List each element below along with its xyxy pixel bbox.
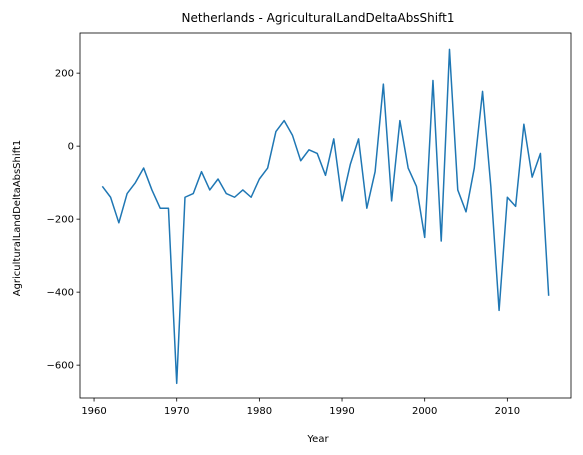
- x-axis: 1960 1970 1980 1990 2000 2010: [81, 398, 520, 417]
- series-line: [101, 48, 550, 385]
- x-tick-label: 1960: [81, 406, 106, 417]
- plot-frame: [79, 32, 572, 399]
- chart-title: Netherlands - AgriculturalLandDeltaAbsSh…: [182, 11, 455, 25]
- x-tick-label: 2010: [495, 406, 520, 417]
- x-axis-label: Year: [306, 434, 329, 445]
- y-tick-label: 200: [55, 69, 74, 80]
- x-tick-label: 1980: [247, 406, 272, 417]
- plot-area: [79, 32, 572, 399]
- y-tick-label: 0: [68, 142, 74, 153]
- y-tick-label: −400: [47, 288, 74, 299]
- y-tick-label: −200: [47, 215, 74, 226]
- y-axis: −600 −400 −200 0 200: [47, 69, 80, 372]
- x-tick-label: 2000: [412, 406, 437, 417]
- y-axis-label: AgriculturalLandDeltaAbsShift1: [12, 140, 23, 297]
- x-tick-label: 1970: [164, 406, 189, 417]
- x-tick-label: 1990: [329, 406, 354, 417]
- y-tick-label: −600: [47, 361, 74, 372]
